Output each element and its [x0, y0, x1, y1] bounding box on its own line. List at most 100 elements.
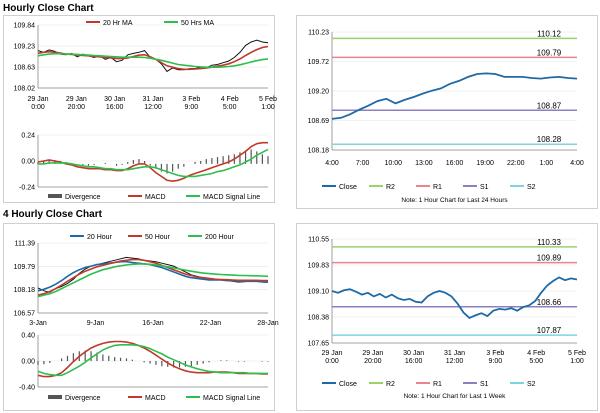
four_hourly_pivot-xtick: 29 Jan 0:00: [321, 350, 342, 365]
four_hourly_pivot-xtick: 3 Feb 9:00: [486, 350, 504, 365]
four_hourly_pivot-level-label-r2: 110.33: [537, 238, 561, 247]
four_hourly_pivot-level-label-s2: 107.87: [537, 326, 562, 335]
four_hourly_price-xtick: 28-Jan: [257, 320, 279, 327]
hourly_macd-ytick: -0.24: [19, 185, 35, 192]
hourly_pivot-level-label-r2: 110.12: [537, 29, 561, 38]
hourly_pivot-close-line: [331, 72, 578, 120]
four_hourly_pivot-ytick: 107.65: [308, 341, 330, 348]
four_hourly_price-xtick: 22-Jan: [200, 320, 222, 327]
hourly_macd-signal-line: [38, 148, 269, 178]
hourly_pivot-level-label-s2: 108.28: [537, 135, 562, 144]
hourly-right-frame: [296, 15, 598, 209]
hourly_pivot-xtick: 7:00: [356, 160, 370, 167]
hourly_price-ytick: 108.02: [14, 86, 36, 93]
four_hourly_macd-legend-0-label: Divergence: [65, 395, 101, 402]
four_hourly_pivot-xtick: 31 Jan 12:00: [444, 350, 465, 365]
four_hourly_pivot-level-label-s1: 108.66: [537, 298, 562, 307]
hourly_pivot-xtick: 4:00: [325, 160, 339, 167]
hourly_macd-legend-0-label: Divergence: [65, 194, 101, 201]
four_hourly_price-legend-0-label: 20 Hour: [87, 234, 113, 241]
hourly_macd-legend-1-label: MACD: [145, 194, 166, 201]
hourly_pivot-legend-2-label: R1: [433, 184, 442, 191]
four_hourly_price-ytick: 109.79: [14, 264, 36, 271]
hourly-section-title: Hourly Close Chart: [3, 3, 94, 14]
hourly_pivot-xtick: 19:00: [476, 160, 494, 167]
hourly_pivot-xtick: 1:00: [540, 160, 554, 167]
hourly-left-frame: [3, 15, 275, 203]
four_hourly_macd-signal-line: [37, 343, 268, 377]
hourly_macd-macd-line: [37, 141, 268, 183]
hourly_price-ytick: 108.63: [14, 65, 36, 72]
hourly_price-50-hrs-ma-line: [37, 52, 269, 68]
four_hourly_pivot-note: Note: 1 Hour Chart for Last 1 Week: [404, 393, 507, 400]
hourly_pivot-ytick: 108.69: [308, 118, 330, 125]
four-hourly-right-frame: [296, 223, 598, 411]
hourly_pivot-legend-0-label: Close: [339, 184, 357, 191]
four_hourly_macd-macd-line: [37, 340, 268, 378]
four_hourly_pivot-xtick: 5 Feb 1:00: [568, 350, 586, 365]
hourly_pivot-ytick: 110.23: [308, 30, 329, 37]
hourly_pivot-level-label-s1: 108.87: [537, 101, 562, 110]
four_hourly_pivot-ytick: 110.55: [308, 237, 329, 244]
four_hourly_price-xtick: 16-Jan: [142, 320, 164, 327]
hourly_price-legend-0-label: 20 Hr MA: [103, 20, 133, 27]
hourly_pivot-xtick: 10:00: [384, 160, 402, 167]
four_hourly_macd-ytick: 0.00: [21, 359, 35, 366]
four_hourly_price-legend-1-label: 50 Hour: [145, 234, 171, 241]
four-hourly-left-frame: [3, 223, 275, 411]
four_hourly_macd-legend-0-swatch: [48, 395, 62, 399]
four_hourly_price-ytick: 108.18: [14, 287, 36, 294]
hourly_pivot-level-label-r1: 109.79: [537, 48, 562, 57]
four_hourly_pivot-xtick: 29 Jan 20:00: [362, 350, 383, 365]
four_hourly_pivot-legend-1-label: R2: [386, 381, 395, 388]
hourly_price-xtick: 4 Feb 5:00: [221, 96, 239, 111]
four_hourly_pivot-legend-2-label: R1: [433, 381, 442, 388]
four_hourly_macd-legend-2-label: MACD Signal Line: [203, 395, 260, 402]
hourly_pivot-note: Note: 1 Hour Chart for Last 24 Hours: [401, 197, 508, 204]
hourly_macd-legend-2-label: MACD Signal Line: [203, 194, 260, 201]
four_hourly_pivot-xtick: 30 Jan 16:00: [403, 350, 424, 365]
hourly_price-ytick: 109.84: [14, 23, 36, 30]
four_hourly_pivot-legend-3-label: S1: [480, 381, 489, 388]
hourly_price-xtick: 5 Feb 1:00: [259, 96, 277, 111]
four_hourly_pivot-legend-4-label: S2: [527, 381, 536, 388]
four_hourly_price-50-hour-line: [37, 258, 268, 296]
hourly_pivot-xtick: 13:00: [415, 160, 433, 167]
hourly_price-xtick: 29 Jan 0:00: [27, 96, 48, 111]
hourly_pivot-xtick: 4:00: [570, 160, 584, 167]
four_hourly_price-ytick: 106.57: [14, 311, 36, 318]
four_hourly_price-ytick: 111.39: [15, 241, 35, 248]
hourly_pivot-legend-4-label: S2: [527, 184, 536, 191]
hourly_price-xtick: 30 Jan 16:00: [104, 96, 125, 111]
four_hourly_pivot-xtick: 4 Feb 5:00: [527, 350, 545, 365]
hourly_pivot-legend-3-label: S1: [480, 184, 489, 191]
hourly_pivot-xtick: 16:00: [446, 160, 464, 167]
hourly_price-legend-1-label: 50 Hrs MA: [181, 20, 214, 27]
four_hourly_price-xtick: 9-Jan: [87, 320, 105, 327]
four_hourly_pivot-ytick: 109.83: [308, 263, 330, 270]
four_hourly_macd-ytick: -0.40: [19, 385, 35, 392]
four_hourly_macd-ytick: 0.40: [21, 333, 35, 340]
hourly_price-xtick: 3 Feb 9:00: [182, 96, 200, 111]
hourly_pivot-ytick: 109.72: [308, 59, 330, 66]
hourly_price-ytick: 109.23: [14, 44, 36, 51]
hourly_pivot-ytick: 109.20: [308, 89, 330, 96]
four_hourly_price-200-hour-line: [37, 263, 269, 298]
four_hourly_pivot-level-label-r1: 109.89: [537, 254, 562, 263]
hourly_macd-legend-0-swatch: [48, 194, 62, 198]
four_hourly_pivot-legend-0-label: Close: [339, 381, 357, 388]
four_hourly_pivot-close-line: [331, 276, 578, 319]
four-hourly-section-title: 4 Hourly Close Chart: [3, 209, 102, 220]
four_hourly_pivot-ytick: 108.38: [308, 315, 330, 322]
four_hourly_macd-legend-1-label: MACD: [145, 395, 166, 402]
four_hourly_pivot-ytick: 109.10: [308, 289, 330, 296]
hourly_price-xtick: 29 Jan 20:00: [66, 96, 87, 111]
hourly_pivot-xtick: 22:00: [507, 160, 525, 167]
four_hourly_price-xtick: 3-Jan: [29, 320, 47, 327]
hourly_pivot-ytick: 108.18: [308, 148, 330, 155]
hourly_macd-ytick: 0.00: [21, 159, 35, 166]
four_hourly_price-legend-2-label: 200 Hour: [205, 234, 234, 241]
hourly_price-xtick: 31 Jan 12:00: [142, 96, 163, 111]
hourly_pivot-legend-1-label: R2: [386, 184, 395, 191]
